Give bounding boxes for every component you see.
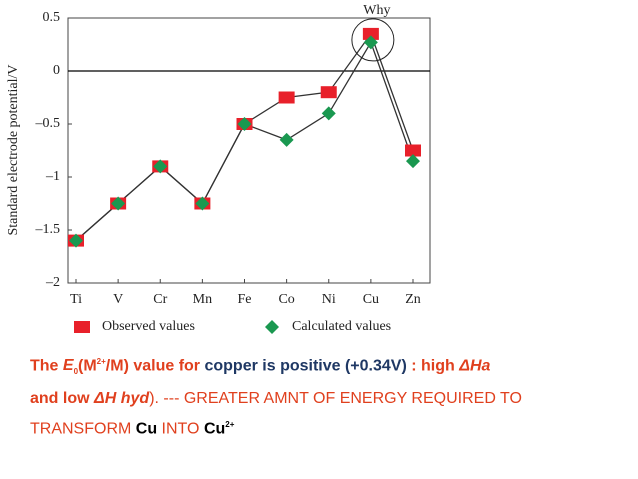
y-tick-label: –2 — [45, 275, 60, 290]
y-tick-label: –0.5 — [35, 116, 61, 131]
x-tick-label: Cu — [363, 292, 379, 307]
marker — [265, 320, 279, 334]
caption-line: TRANSFORM Cu INTO Cu2+ — [30, 412, 630, 442]
marker — [363, 35, 378, 50]
plot-frame — [67, 17, 431, 284]
caption-line: and low ΔH hyd). --- GREATER AMNT OF ENE… — [30, 386, 630, 412]
series-line — [75, 32, 414, 242]
x-tick-label: Zn — [405, 292, 421, 307]
text: ). --- GREATER AMNT OF ENERGY REQUIRED T… — [149, 389, 522, 407]
y-tick-label: –1 — [45, 169, 60, 184]
y-tick-label: 0 — [53, 63, 60, 78]
text: Cu — [203, 419, 226, 437]
text: /M) value for — [105, 357, 205, 375]
marker — [278, 91, 295, 104]
x-tick-label: V — [113, 292, 123, 307]
x-tick-label: Ni — [322, 292, 336, 307]
x-tick-label: Ti — [70, 292, 82, 307]
x-tick-label: Cr — [153, 292, 167, 307]
marker — [153, 159, 168, 174]
marker — [279, 132, 294, 147]
y-tick-label: 0.5 — [43, 10, 61, 25]
caption-line: The E0(M2+/M) value for copper is positi… — [30, 349, 630, 386]
text: 2+ — [96, 357, 106, 366]
text: : high — [406, 357, 460, 375]
text: Cu — [135, 419, 158, 437]
chart: Standard electrode potential/V 0.5 0 –0.5 –… — [6, 3, 431, 334]
marker — [406, 154, 420, 169]
x-tick-label: Fe — [238, 292, 252, 307]
text: The — [30, 357, 63, 375]
marker — [320, 86, 337, 99]
text: ΔH hyd — [94, 389, 150, 407]
x-tick-label: Mn — [193, 292, 212, 307]
text: copper is positive (+0.34V) — [204, 357, 407, 375]
y-tick-label: –1.5 — [35, 222, 61, 237]
legend-label: Calculated values — [292, 319, 391, 334]
marker — [321, 106, 336, 121]
marker — [74, 321, 90, 333]
text: (M — [78, 357, 97, 375]
text: 2+ — [225, 419, 235, 429]
text: and low — [30, 389, 94, 407]
text: ΔHa — [459, 357, 491, 375]
annotation: Why — [363, 3, 390, 18]
marker — [362, 27, 379, 40]
text: TRANSFORM — [30, 419, 136, 437]
marker — [69, 233, 83, 248]
text: INTO — [157, 419, 204, 437]
legend-label: Observed values — [102, 319, 195, 334]
marker — [237, 117, 252, 131]
text: E0 — [62, 357, 79, 377]
marker — [405, 144, 421, 157]
y-axis-label: Standard electrode potential/V — [6, 64, 21, 235]
x-tick-label: Co — [278, 292, 294, 307]
caption: The E0(M2+/M) value for copper is positi… — [30, 349, 630, 442]
marker — [111, 196, 126, 211]
marker — [195, 196, 210, 211]
annotation-circle — [351, 18, 395, 62]
series-line — [75, 40, 414, 242]
